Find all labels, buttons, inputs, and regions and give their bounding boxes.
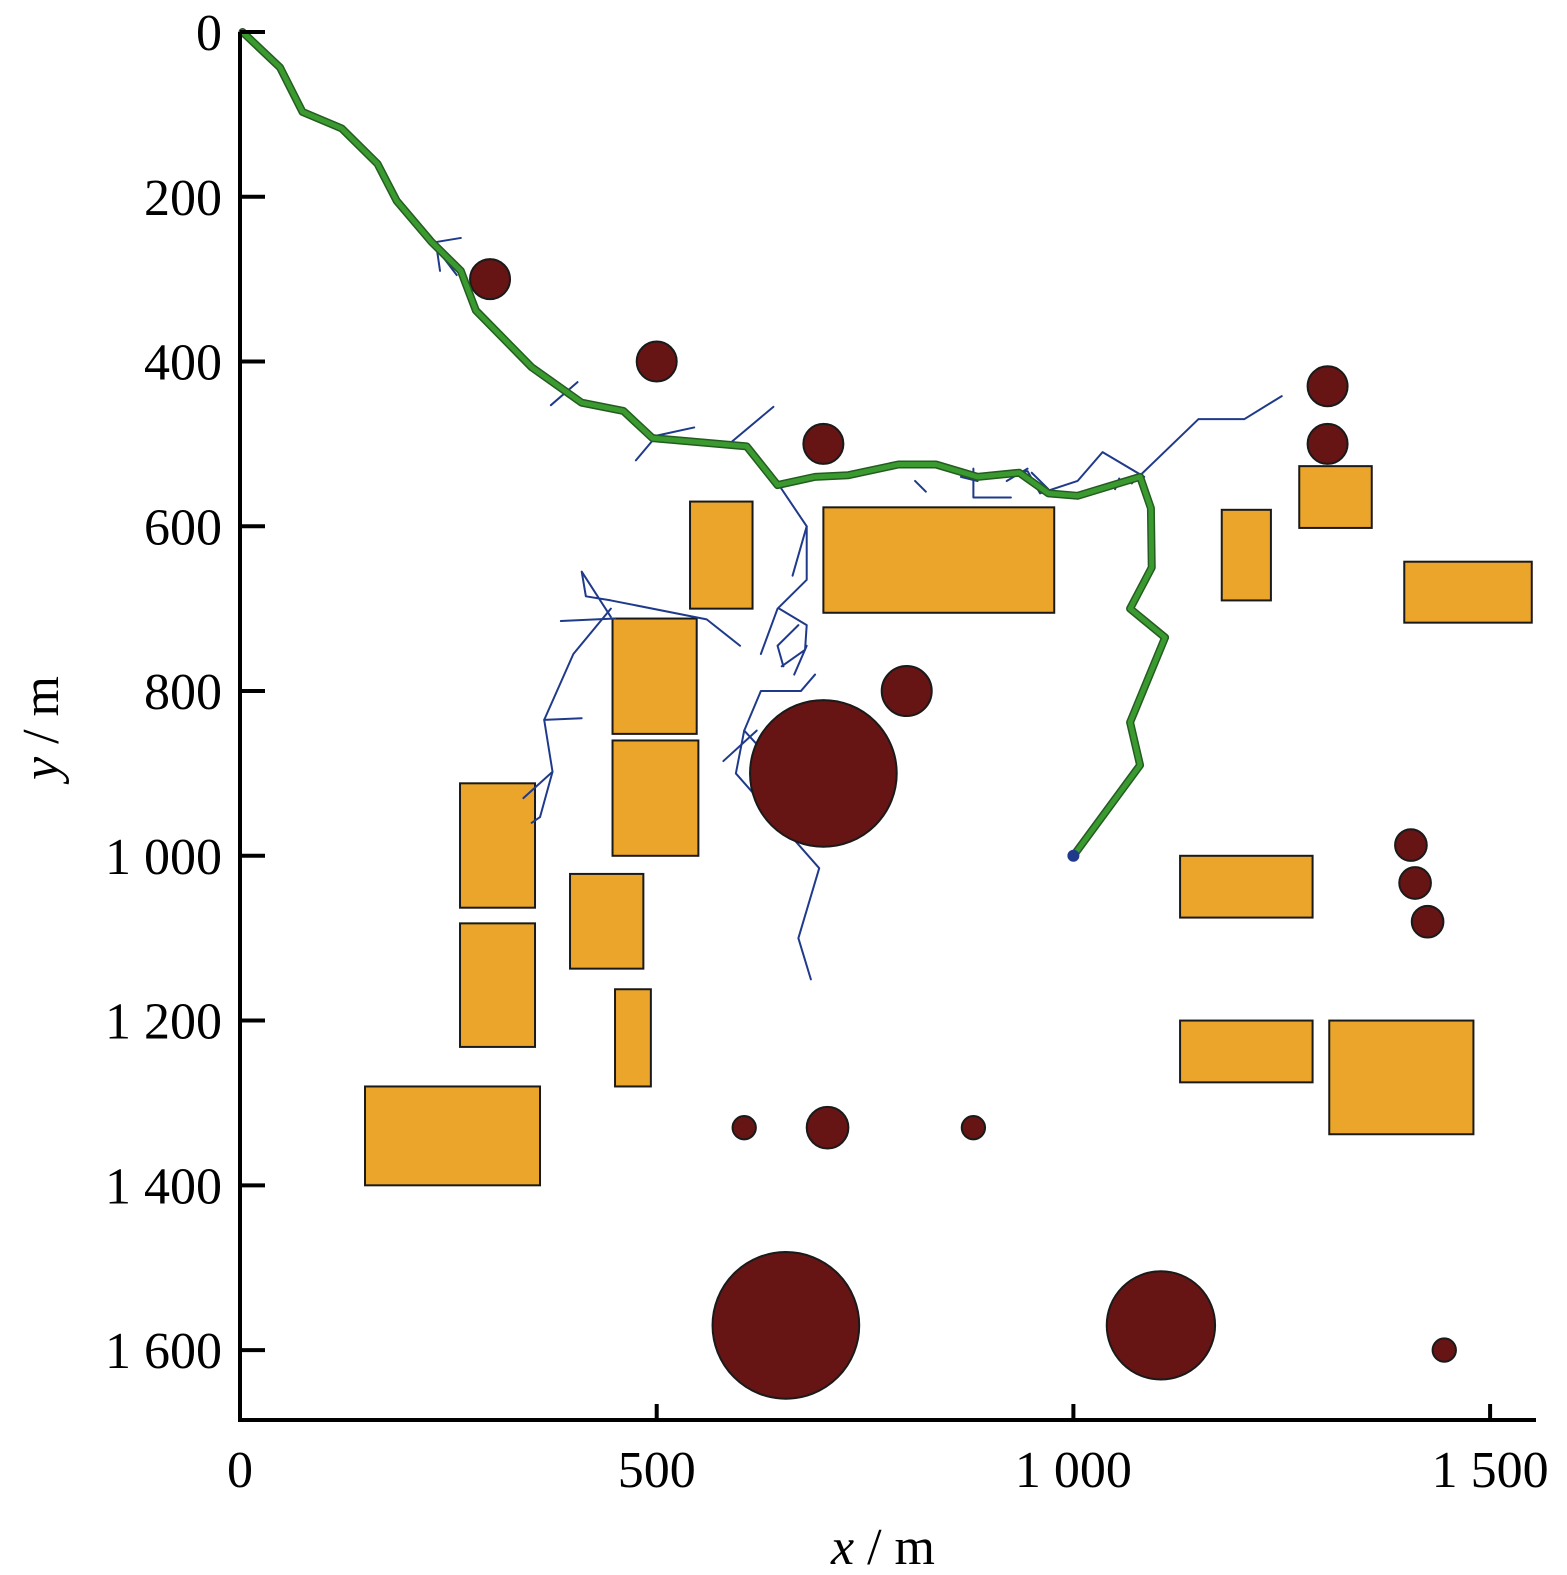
tree-branch bbox=[793, 644, 808, 676]
y-tick-label: 1 000 bbox=[105, 829, 222, 886]
path-line bbox=[240, 29, 1168, 859]
axes bbox=[238, 32, 1536, 1422]
circle-obstacle bbox=[880, 665, 933, 718]
x-tick-label: 1 000 bbox=[1015, 1442, 1132, 1499]
circle-obstacle bbox=[1431, 1337, 1457, 1363]
y-tick-label: 1 200 bbox=[105, 994, 222, 1051]
circle-obstacle bbox=[731, 1114, 757, 1141]
circle-obstacle bbox=[1306, 365, 1349, 408]
circle-obstacle bbox=[802, 422, 845, 465]
x-tick-label: 500 bbox=[618, 1442, 696, 1499]
tree-branch bbox=[776, 624, 800, 668]
circle-obstacle bbox=[469, 258, 512, 301]
y-tick-label: 0 bbox=[196, 5, 222, 62]
y-tick-label: 1 600 bbox=[105, 1323, 222, 1380]
rect-obstacle bbox=[1179, 854, 1314, 919]
circle-obstacle bbox=[749, 699, 898, 848]
circle-obstacle bbox=[1105, 1270, 1217, 1381]
rect-obstacle bbox=[459, 922, 537, 1048]
x-tick-label: 0 bbox=[227, 1442, 253, 1499]
circle-obstacle bbox=[1394, 828, 1428, 862]
goal-marker bbox=[1067, 849, 1080, 862]
rect-obstacle bbox=[459, 782, 537, 909]
rect-obstacles bbox=[364, 465, 1533, 1187]
rect-obstacle bbox=[822, 506, 1056, 614]
rect-obstacle bbox=[689, 500, 754, 610]
rect-obstacle bbox=[614, 988, 652, 1088]
planned-path bbox=[238, 28, 1170, 862]
y-tick-label: 400 bbox=[144, 335, 222, 392]
circle-obstacle bbox=[635, 340, 678, 383]
tree-branch bbox=[728, 405, 775, 445]
rect-obstacle bbox=[1179, 1019, 1314, 1084]
circle-obstacles bbox=[469, 258, 1457, 1400]
x-axis-title: x / m bbox=[830, 1519, 935, 1575]
tree-branch bbox=[530, 607, 612, 824]
tree-branch bbox=[759, 475, 808, 655]
circle-obstacle bbox=[711, 1251, 861, 1400]
x-ticks: 0 500 1 000 1 500 bbox=[227, 1404, 1549, 1499]
tree-branch bbox=[791, 525, 808, 577]
tree-branch bbox=[1130, 395, 1283, 485]
rect-obstacle bbox=[1328, 1019, 1475, 1136]
rect-obstacle bbox=[611, 617, 698, 735]
y-tick-label: 600 bbox=[144, 499, 222, 556]
rect-obstacle bbox=[1403, 560, 1533, 624]
tree-branch bbox=[914, 479, 927, 493]
circle-obstacle bbox=[960, 1114, 987, 1141]
y-tick-label: 800 bbox=[144, 664, 222, 721]
tree-branch bbox=[722, 729, 758, 763]
rect-obstacle bbox=[1220, 508, 1272, 602]
circle-obstacle bbox=[1410, 904, 1445, 939]
tree-branch bbox=[522, 770, 554, 800]
x-tick-label: 1 500 bbox=[1432, 1442, 1549, 1499]
search-tree bbox=[430, 236, 1283, 981]
y-ticks: 0 200 400 600 800 1 000 1 200 1 400 1 600 bbox=[105, 5, 265, 1380]
rect-obstacle bbox=[364, 1085, 542, 1187]
tree-branch bbox=[543, 717, 583, 721]
rect-obstacle bbox=[569, 872, 645, 970]
tree-branch bbox=[959, 475, 979, 482]
circle-obstacle bbox=[805, 1105, 850, 1150]
tree-branch bbox=[778, 607, 808, 668]
y-axis-title: y / m bbox=[13, 676, 70, 785]
tree-branch bbox=[580, 570, 742, 647]
tree-branch bbox=[734, 729, 821, 981]
tree-branch bbox=[1030, 471, 1050, 491]
rect-obstacle bbox=[611, 739, 700, 857]
circle-obstacle bbox=[1306, 422, 1349, 465]
y-tick-label: 1 400 bbox=[105, 1158, 222, 1215]
tree-branch bbox=[559, 617, 617, 623]
circle-obstacle bbox=[1398, 866, 1432, 900]
rect-obstacle bbox=[1298, 465, 1373, 529]
y-tick-label: 200 bbox=[144, 170, 222, 227]
